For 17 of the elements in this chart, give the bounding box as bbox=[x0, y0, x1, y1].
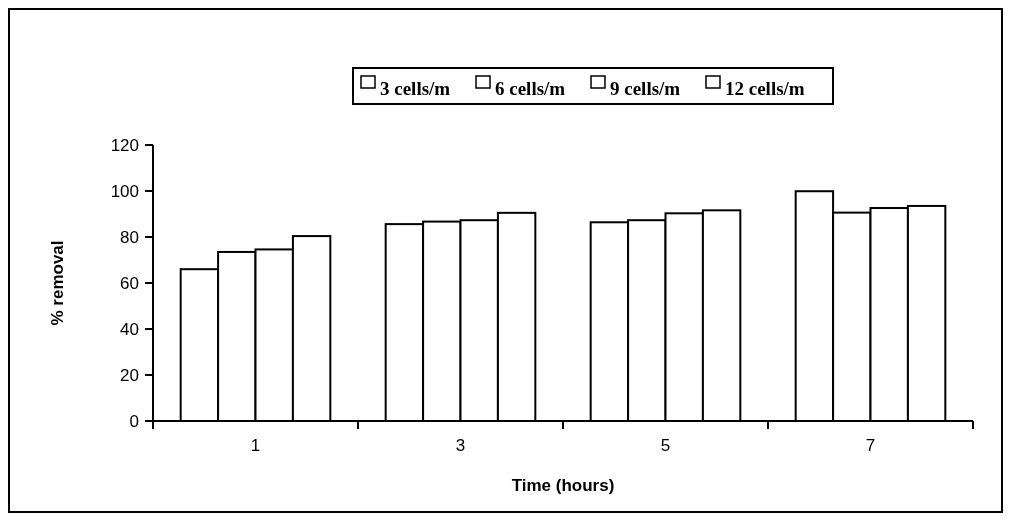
y-tick-label: 0 bbox=[129, 411, 139, 431]
legend-label: 12 cells/m bbox=[725, 78, 805, 99]
y-tick-label: 60 bbox=[120, 273, 139, 293]
legend-label: 6 cells/m bbox=[495, 78, 566, 99]
y-tick-label: 120 bbox=[110, 135, 139, 155]
y-tick-label: 100 bbox=[110, 181, 139, 201]
y-tick-label: 40 bbox=[120, 319, 139, 339]
y-tick-label: 20 bbox=[120, 365, 139, 385]
legend-label: 3 cells/m bbox=[380, 78, 451, 99]
legend-label: 9 cells/m bbox=[610, 78, 681, 99]
x-tick-label: 3 bbox=[455, 436, 466, 455]
y-axis-title: % removal bbox=[48, 240, 67, 326]
x-tick-label: 5 bbox=[660, 436, 671, 455]
x-tick-label: 7 bbox=[865, 436, 876, 455]
y-tick-label: 80 bbox=[120, 227, 139, 247]
x-tick-label: 1 bbox=[250, 436, 261, 455]
x-axis-title: Time (hours) bbox=[511, 476, 615, 495]
